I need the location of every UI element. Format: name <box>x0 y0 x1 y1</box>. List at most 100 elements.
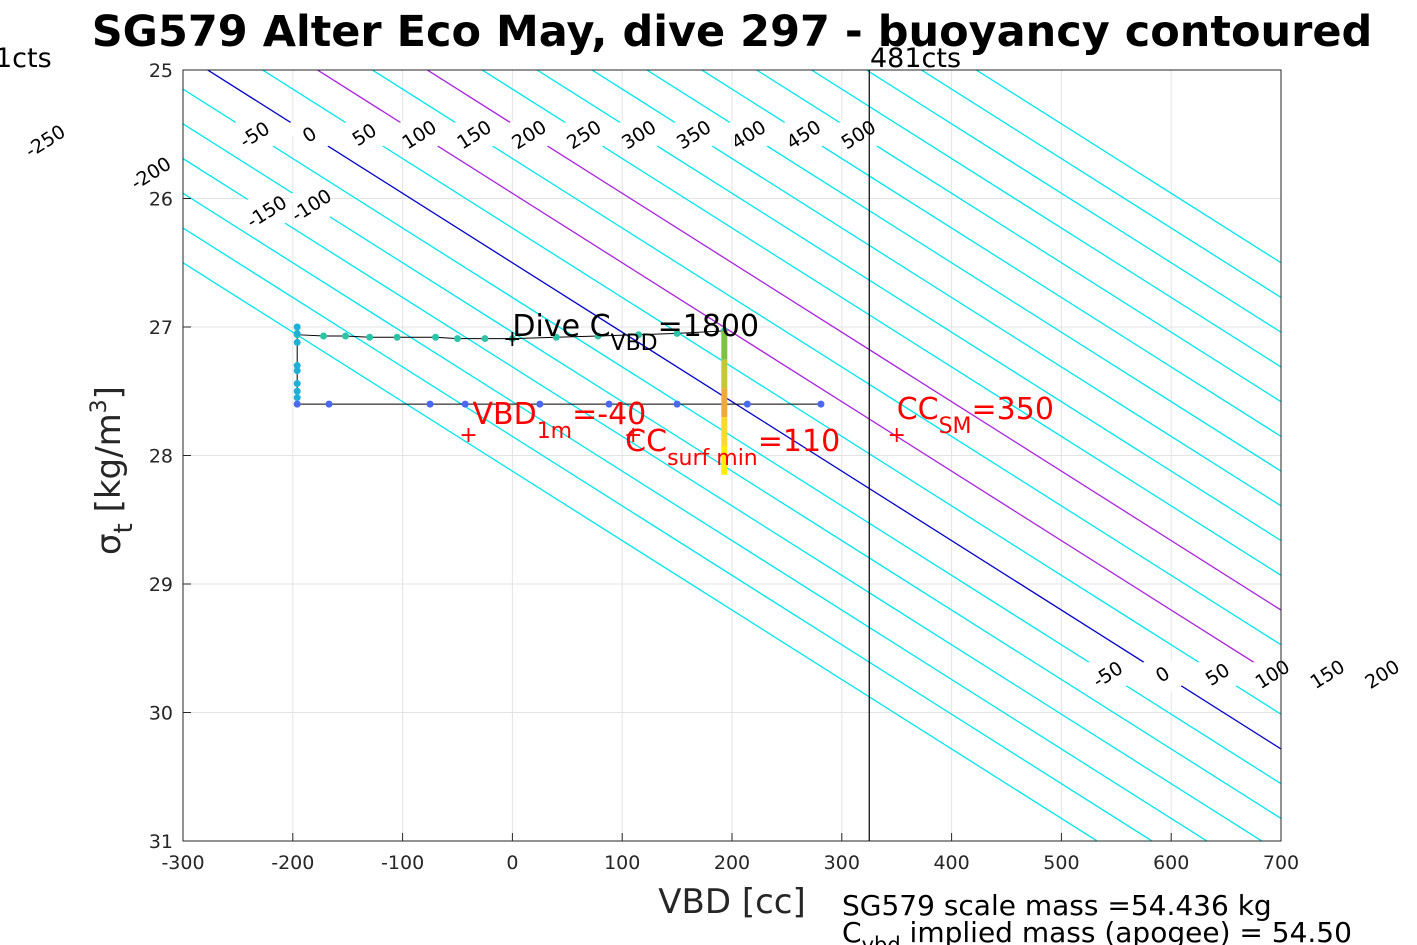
contour-line <box>371 70 1281 646</box>
descent-point <box>320 332 328 340</box>
descent-point <box>552 333 560 341</box>
cc-sm-marker: + <box>887 423 905 448</box>
scale-mass-text: SG579 scale mass =54.436 kg <box>842 889 1272 922</box>
contour-line <box>183 192 1209 841</box>
chart-title: SG579 Alter Eco May, dive 297 - buoyancy… <box>92 7 1373 57</box>
ascent-point <box>605 400 613 408</box>
deep-point <box>293 394 301 402</box>
descent-point <box>393 333 401 341</box>
x-tick-label: 500 <box>1043 852 1079 874</box>
buoyancy-contours <box>183 70 1281 841</box>
x-tick-label: 700 <box>1263 852 1299 874</box>
contour-labels: -250-200-150-100-50 0 50 100 150 200 250 300 350… <box>21 109 1417 699</box>
contour-label-bg <box>505 109 553 160</box>
contour-label-bg <box>560 109 608 160</box>
contour-label-bg <box>450 109 498 160</box>
ascent-point <box>743 400 751 408</box>
contour-label-bg <box>243 186 290 237</box>
deep-point <box>293 367 301 375</box>
y-tick-label: 29 <box>149 574 173 596</box>
dive-cvbd-label: Dive CVBD=1800 <box>512 309 759 356</box>
x-tick-label: 600 <box>1153 852 1189 874</box>
contour-label-bg <box>834 109 882 160</box>
x-tick-label: 200 <box>714 852 750 874</box>
descent-point <box>508 335 516 343</box>
annotations: +Dive CVBD=1800+VBD1m=-40+CCsurf min=110… <box>459 309 1054 471</box>
contour-line <box>920 70 1281 299</box>
contour-label-bg <box>21 115 69 166</box>
contour-line <box>183 261 1099 841</box>
contour-line <box>700 70 1281 438</box>
contour-line <box>316 70 1281 681</box>
y-tick-label: 30 <box>149 703 173 725</box>
contour-label-bg <box>1139 649 1186 699</box>
contour-line <box>590 70 1281 507</box>
vbd-1m-label: VBD1m=-40 <box>472 397 646 444</box>
descent-point <box>342 332 350 340</box>
x-tick-label: 100 <box>604 852 640 874</box>
contour-label-bg <box>1303 649 1351 699</box>
deep-point <box>293 387 301 395</box>
ascent-point <box>426 400 434 408</box>
contour-label-bg <box>725 109 772 160</box>
vbd-1m-marker: + <box>459 423 477 448</box>
contour-line <box>183 157 1264 841</box>
descent-point <box>673 329 681 337</box>
descent-point <box>594 332 602 340</box>
contour-label-bg <box>127 147 174 198</box>
contour-line <box>183 123 1281 820</box>
dive-track <box>293 323 825 475</box>
x-tick-label: 300 <box>824 852 860 874</box>
contour-line <box>480 70 1281 577</box>
contour-line <box>426 70 1281 611</box>
contour-label-bg <box>395 109 443 160</box>
x-tick-label: -300 <box>161 852 204 874</box>
contour-line <box>206 70 1281 750</box>
dive-cvbd-marker: + <box>503 327 521 352</box>
deep-point <box>293 329 301 337</box>
contour-line <box>865 70 1281 333</box>
contour-label-bg <box>780 109 827 160</box>
ascent-point <box>817 400 825 408</box>
x-tick-label: -200 <box>271 852 314 874</box>
descent-point <box>366 333 374 341</box>
deep-point <box>293 362 301 370</box>
cc-sm-label: CCSM=350 <box>897 392 1054 439</box>
contour-line <box>183 227 1154 841</box>
x-tick-label: -100 <box>381 852 424 874</box>
contour-line <box>975 70 1281 264</box>
tick-labels: -300 -200 -100 0 100 200 300 400 500 600 700 25 26 27… <box>149 60 1299 874</box>
contour-label-bg <box>615 109 663 160</box>
axes <box>182 69 1282 842</box>
contour-label-bg <box>1084 649 1131 699</box>
contour-label-bg <box>1248 649 1296 699</box>
contour-label-bg <box>1193 649 1241 699</box>
x-tick-label: 0 <box>506 852 518 874</box>
deep-point <box>293 380 301 388</box>
contour-label-bg <box>231 109 278 160</box>
ascent-point <box>673 400 681 408</box>
deep-point <box>293 338 301 346</box>
y-tick-label: 25 <box>149 60 173 82</box>
ascent-point <box>461 400 469 408</box>
descent-point <box>481 335 489 343</box>
contour-line <box>535 70 1281 542</box>
deep-point <box>293 323 301 331</box>
y-tick-label: 28 <box>149 446 173 468</box>
descent-point <box>454 335 461 343</box>
contour-line <box>755 70 1281 403</box>
contour-label-bg <box>340 109 388 160</box>
ascent-point <box>293 400 301 408</box>
x-tick-label: 400 <box>933 852 969 874</box>
contour-line <box>261 70 1281 716</box>
y-tick-label: 26 <box>149 189 173 211</box>
y-tick-label: 27 <box>149 317 173 339</box>
contour-label-bg <box>670 109 717 160</box>
implied-mass-text: Cvbd implied mass (apogee) = 54.50 <box>842 916 1352 945</box>
cc-surf-min-marker: + <box>624 423 642 448</box>
contour-line <box>183 88 1281 785</box>
descent-point <box>635 331 643 339</box>
ascent-point <box>536 400 544 408</box>
y-tick-label: 31 <box>149 831 173 853</box>
